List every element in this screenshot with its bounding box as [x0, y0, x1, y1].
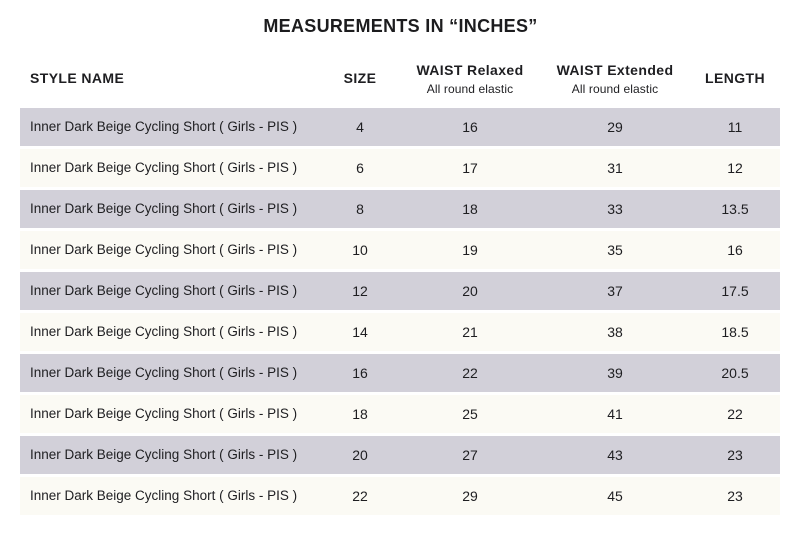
length-cell: 22 — [727, 406, 743, 422]
size-cell: 12 — [352, 283, 368, 299]
measurements-table: STYLE NAME SIZE WAIST Relaxed All round … — [20, 50, 780, 518]
table-body: Inner Dark Beige Cycling Short ( Girls -… — [20, 108, 780, 518]
waist-extended-cell: 29 — [607, 119, 623, 135]
waist-extended-cell: 37 — [607, 283, 623, 299]
waist-extended-cell: 38 — [607, 324, 623, 340]
column-header-waist-extended: WAIST Extended All round elastic — [540, 50, 690, 108]
column-header-length: LENGTH — [690, 50, 780, 108]
column-header-label: SIZE — [343, 70, 377, 87]
waist-extended-cell: 43 — [607, 447, 623, 463]
style-name-cell: Inner Dark Beige Cycling Short ( Girls -… — [30, 447, 298, 462]
waist-relaxed-cell: 27 — [462, 447, 478, 463]
waist-relaxed-cell: 22 — [462, 365, 478, 381]
size-cell: 14 — [352, 324, 368, 340]
column-header-label: LENGTH — [705, 70, 765, 87]
table-row: Inner Dark Beige Cycling Short ( Girls -… — [20, 190, 780, 231]
waist-extended-cell: 45 — [607, 488, 623, 504]
style-name-cell: Inner Dark Beige Cycling Short ( Girls -… — [30, 242, 298, 257]
waist-extended-cell: 33 — [607, 201, 623, 217]
size-cell: 20 — [352, 447, 368, 463]
column-header-sublabel: All round elastic — [426, 82, 514, 97]
length-cell: 23 — [727, 447, 743, 463]
table-header-row: STYLE NAME SIZE WAIST Relaxed All round … — [20, 50, 780, 108]
table-row: Inner Dark Beige Cycling Short ( Girls -… — [20, 272, 780, 313]
table-row: Inner Dark Beige Cycling Short ( Girls -… — [20, 108, 780, 149]
waist-relaxed-cell: 16 — [462, 119, 478, 135]
style-name-cell: Inner Dark Beige Cycling Short ( Girls -… — [30, 283, 298, 298]
waist-extended-cell: 39 — [607, 365, 623, 381]
waist-relaxed-cell: 20 — [462, 283, 478, 299]
length-cell: 13.5 — [721, 201, 749, 217]
column-header-label: WAIST Extended — [556, 61, 674, 78]
column-header-label: WAIST Relaxed — [416, 61, 524, 78]
column-header-label: STYLE NAME — [30, 70, 125, 87]
size-cell: 22 — [352, 488, 368, 504]
length-cell: 12 — [727, 160, 743, 176]
waist-relaxed-cell: 18 — [462, 201, 478, 217]
length-cell: 16 — [727, 242, 743, 258]
table-row: Inner Dark Beige Cycling Short ( Girls -… — [20, 313, 780, 354]
table-row: Inner Dark Beige Cycling Short ( Girls -… — [20, 477, 780, 518]
column-header-style-name: STYLE NAME — [20, 50, 320, 108]
size-cell: 10 — [352, 242, 368, 258]
table-row: Inner Dark Beige Cycling Short ( Girls -… — [20, 231, 780, 272]
length-cell: 17.5 — [721, 283, 749, 299]
waist-relaxed-cell: 17 — [462, 160, 478, 176]
style-name-cell: Inner Dark Beige Cycling Short ( Girls -… — [30, 119, 298, 134]
page-title: MEASUREMENTS IN “INCHES” — [263, 16, 538, 36]
size-cell: 16 — [352, 365, 368, 381]
waist-relaxed-cell: 29 — [462, 488, 478, 504]
style-name-cell: Inner Dark Beige Cycling Short ( Girls -… — [30, 488, 298, 503]
table-row: Inner Dark Beige Cycling Short ( Girls -… — [20, 436, 780, 477]
table-row: Inner Dark Beige Cycling Short ( Girls -… — [20, 395, 780, 436]
column-header-waist-relaxed: WAIST Relaxed All round elastic — [400, 50, 540, 108]
waist-extended-cell: 41 — [607, 406, 623, 422]
size-cell: 4 — [356, 119, 364, 135]
waist-extended-cell: 35 — [607, 242, 623, 258]
waist-relaxed-cell: 25 — [462, 406, 478, 422]
size-cell: 8 — [356, 201, 364, 217]
length-cell: 18.5 — [721, 324, 749, 340]
size-cell: 6 — [356, 160, 364, 176]
waist-relaxed-cell: 21 — [462, 324, 478, 340]
size-cell: 18 — [352, 406, 368, 422]
column-header-size: SIZE — [320, 50, 400, 108]
style-name-cell: Inner Dark Beige Cycling Short ( Girls -… — [30, 365, 298, 380]
waist-relaxed-cell: 19 — [462, 242, 478, 258]
length-cell: 11 — [727, 119, 743, 135]
table-row: Inner Dark Beige Cycling Short ( Girls -… — [20, 354, 780, 395]
table-row: Inner Dark Beige Cycling Short ( Girls -… — [20, 149, 780, 190]
style-name-cell: Inner Dark Beige Cycling Short ( Girls -… — [30, 201, 298, 216]
length-cell: 23 — [727, 488, 743, 504]
column-header-sublabel: All round elastic — [571, 82, 659, 97]
length-cell: 20.5 — [721, 365, 749, 381]
style-name-cell: Inner Dark Beige Cycling Short ( Girls -… — [30, 160, 298, 175]
style-name-cell: Inner Dark Beige Cycling Short ( Girls -… — [30, 324, 298, 339]
waist-extended-cell: 31 — [607, 160, 623, 176]
style-name-cell: Inner Dark Beige Cycling Short ( Girls -… — [30, 406, 298, 421]
